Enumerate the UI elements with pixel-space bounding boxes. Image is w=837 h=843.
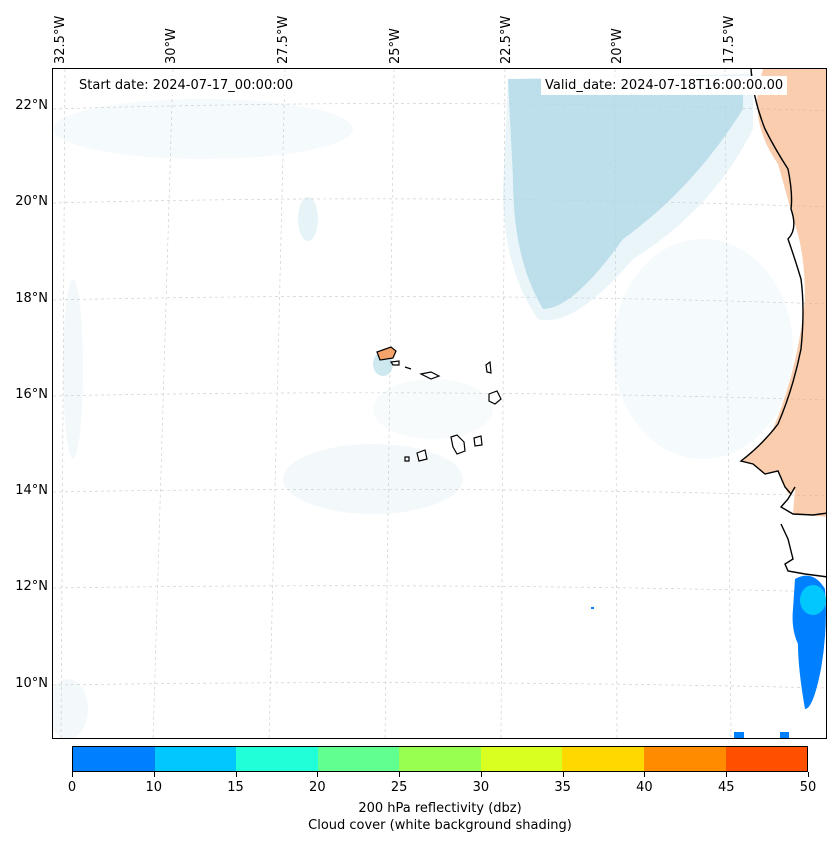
reflectivity-cells [591, 575, 826, 738]
colorbar-segment [399, 747, 481, 771]
cloud-cover [53, 74, 793, 738]
lon-label-25w: 25°W [388, 28, 403, 64]
lat-label-14n: 14°N [15, 483, 48, 498]
colorbar-tick-label: 15 [227, 780, 244, 795]
colorbar-tick-label: 50 [799, 780, 817, 795]
colorbar-tick-label: 25 [390, 780, 408, 795]
colorbar-tick [644, 772, 646, 777]
colorbar-segment [480, 747, 563, 771]
colorbar-tick-label: 40 [636, 780, 653, 795]
colorbar-segment [154, 747, 237, 771]
lon-label-32-5w: 32.5°W [53, 15, 68, 64]
colorbar-segment [317, 747, 400, 771]
gridlines [53, 69, 826, 738]
lon-label-20w: 20°W [610, 28, 625, 64]
colorbar [72, 746, 808, 772]
colorbar-tick-label: 45 [717, 780, 735, 795]
colorbar-tick [317, 772, 319, 777]
lon-label-17-5w: 17.5°W [722, 15, 737, 64]
colorbar-tick-label: 10 [145, 780, 163, 795]
lat-label-20n: 20°N [15, 194, 48, 209]
colorbar-tick [808, 772, 809, 777]
lat-label-10n: 10°N [15, 676, 48, 691]
colorbar-tick [153, 772, 155, 777]
cape-verde-islands [376, 346, 502, 462]
map-panel [52, 68, 827, 739]
colorbar-tick [72, 772, 73, 777]
colorbar-tick [726, 772, 728, 777]
colorbar-tick [399, 772, 401, 777]
lat-label-22n: 22°N [15, 98, 48, 113]
colorbar-tick-label: 20 [309, 780, 326, 795]
colorbar-tick [562, 772, 564, 777]
lon-label-22-5w: 22.5°W [499, 15, 514, 64]
colorbar-tick-label: 30 [472, 780, 490, 795]
colorbar-segment [236, 747, 318, 771]
lat-label-16n: 16°N [15, 387, 48, 402]
colorbar-sublabel: Cloud cover (white background shading) [308, 818, 572, 833]
colorbar-segment [562, 747, 644, 771]
lon-label-30w: 30°W [164, 28, 179, 64]
colorbar-tick [480, 772, 482, 777]
lat-label-12n: 12°N [15, 579, 48, 594]
colorbar-segment [73, 747, 155, 771]
lat-label-18n: 18°N [15, 291, 48, 306]
lon-label-27-5w: 27.5°W [276, 15, 291, 64]
colorbar-segment [643, 747, 726, 771]
africa-coast [739, 69, 826, 578]
colorbar-tick-label: 0 [67, 780, 77, 795]
start-date-label: Start date: 2024-07-17_00:00:00 [75, 76, 298, 95]
colorbar-label: 200 hPa reflectivity (dbz) [358, 801, 522, 816]
colorbar-tick-label: 35 [554, 780, 571, 795]
colorbar-segment [725, 747, 808, 771]
valid-date-label: Valid_date: 2024-07-18T16:00:00.00 [541, 76, 788, 95]
colorbar-tick [235, 772, 237, 777]
map-canvas [53, 69, 826, 738]
